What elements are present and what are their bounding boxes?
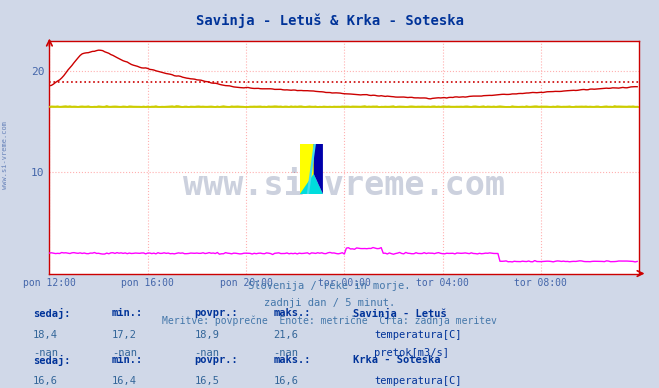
Text: 17,2: 17,2 bbox=[112, 330, 137, 340]
Text: -nan: -nan bbox=[33, 348, 58, 359]
Text: -nan: -nan bbox=[273, 348, 299, 359]
Text: www.si-vreme.com: www.si-vreme.com bbox=[183, 168, 505, 202]
Text: Savinja - Letuš & Krka - Soteska: Savinja - Letuš & Krka - Soteska bbox=[196, 14, 463, 28]
Text: -nan: -nan bbox=[112, 348, 137, 359]
Text: 16,5: 16,5 bbox=[194, 376, 219, 386]
Polygon shape bbox=[307, 144, 316, 194]
Text: 16,6: 16,6 bbox=[33, 376, 58, 386]
Text: maks.:: maks.: bbox=[273, 355, 311, 365]
Text: 16,4: 16,4 bbox=[112, 376, 137, 386]
Text: Krka - Soteska: Krka - Soteska bbox=[353, 355, 440, 365]
Text: temperatura[C]: temperatura[C] bbox=[374, 330, 462, 340]
Text: 16,6: 16,6 bbox=[273, 376, 299, 386]
Text: 18,9: 18,9 bbox=[194, 330, 219, 340]
Text: maks.:: maks.: bbox=[273, 308, 311, 319]
Text: Meritve: povprečne  Enote: metrične  Črta: zadnja meritev: Meritve: povprečne Enote: metrične Črta:… bbox=[162, 314, 497, 326]
Polygon shape bbox=[300, 144, 314, 194]
Text: min.:: min.: bbox=[112, 355, 143, 365]
Text: zadnji dan / 5 minut.: zadnji dan / 5 minut. bbox=[264, 298, 395, 308]
Text: -nan: -nan bbox=[194, 348, 219, 359]
Text: Slovenija / reke in morje.: Slovenija / reke in morje. bbox=[248, 281, 411, 291]
Polygon shape bbox=[300, 174, 323, 194]
Text: povpr.:: povpr.: bbox=[194, 355, 238, 365]
Text: sedaj:: sedaj: bbox=[33, 308, 71, 319]
Text: 18,4: 18,4 bbox=[33, 330, 58, 340]
Text: temperatura[C]: temperatura[C] bbox=[374, 376, 462, 386]
Polygon shape bbox=[307, 144, 323, 194]
Text: pretok[m3/s]: pretok[m3/s] bbox=[374, 348, 449, 359]
Text: 21,6: 21,6 bbox=[273, 330, 299, 340]
Text: min.:: min.: bbox=[112, 308, 143, 319]
Text: sedaj:: sedaj: bbox=[33, 355, 71, 366]
Text: Savinja - Letuš: Savinja - Letuš bbox=[353, 308, 446, 319]
Text: povpr.:: povpr.: bbox=[194, 308, 238, 319]
Text: www.si-vreme.com: www.si-vreme.com bbox=[2, 121, 9, 189]
